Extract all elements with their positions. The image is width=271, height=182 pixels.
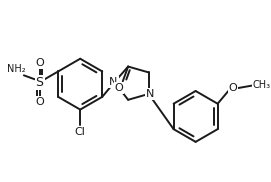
Text: CH₃: CH₃ <box>253 80 271 90</box>
Text: O: O <box>35 97 44 107</box>
Text: S: S <box>36 76 44 89</box>
Text: N: N <box>109 77 118 87</box>
Text: O: O <box>35 58 44 68</box>
Text: Cl: Cl <box>75 127 86 137</box>
Text: O: O <box>114 83 123 93</box>
Text: O: O <box>228 83 237 93</box>
Text: NH₂: NH₂ <box>7 64 25 74</box>
Text: N: N <box>146 89 154 99</box>
